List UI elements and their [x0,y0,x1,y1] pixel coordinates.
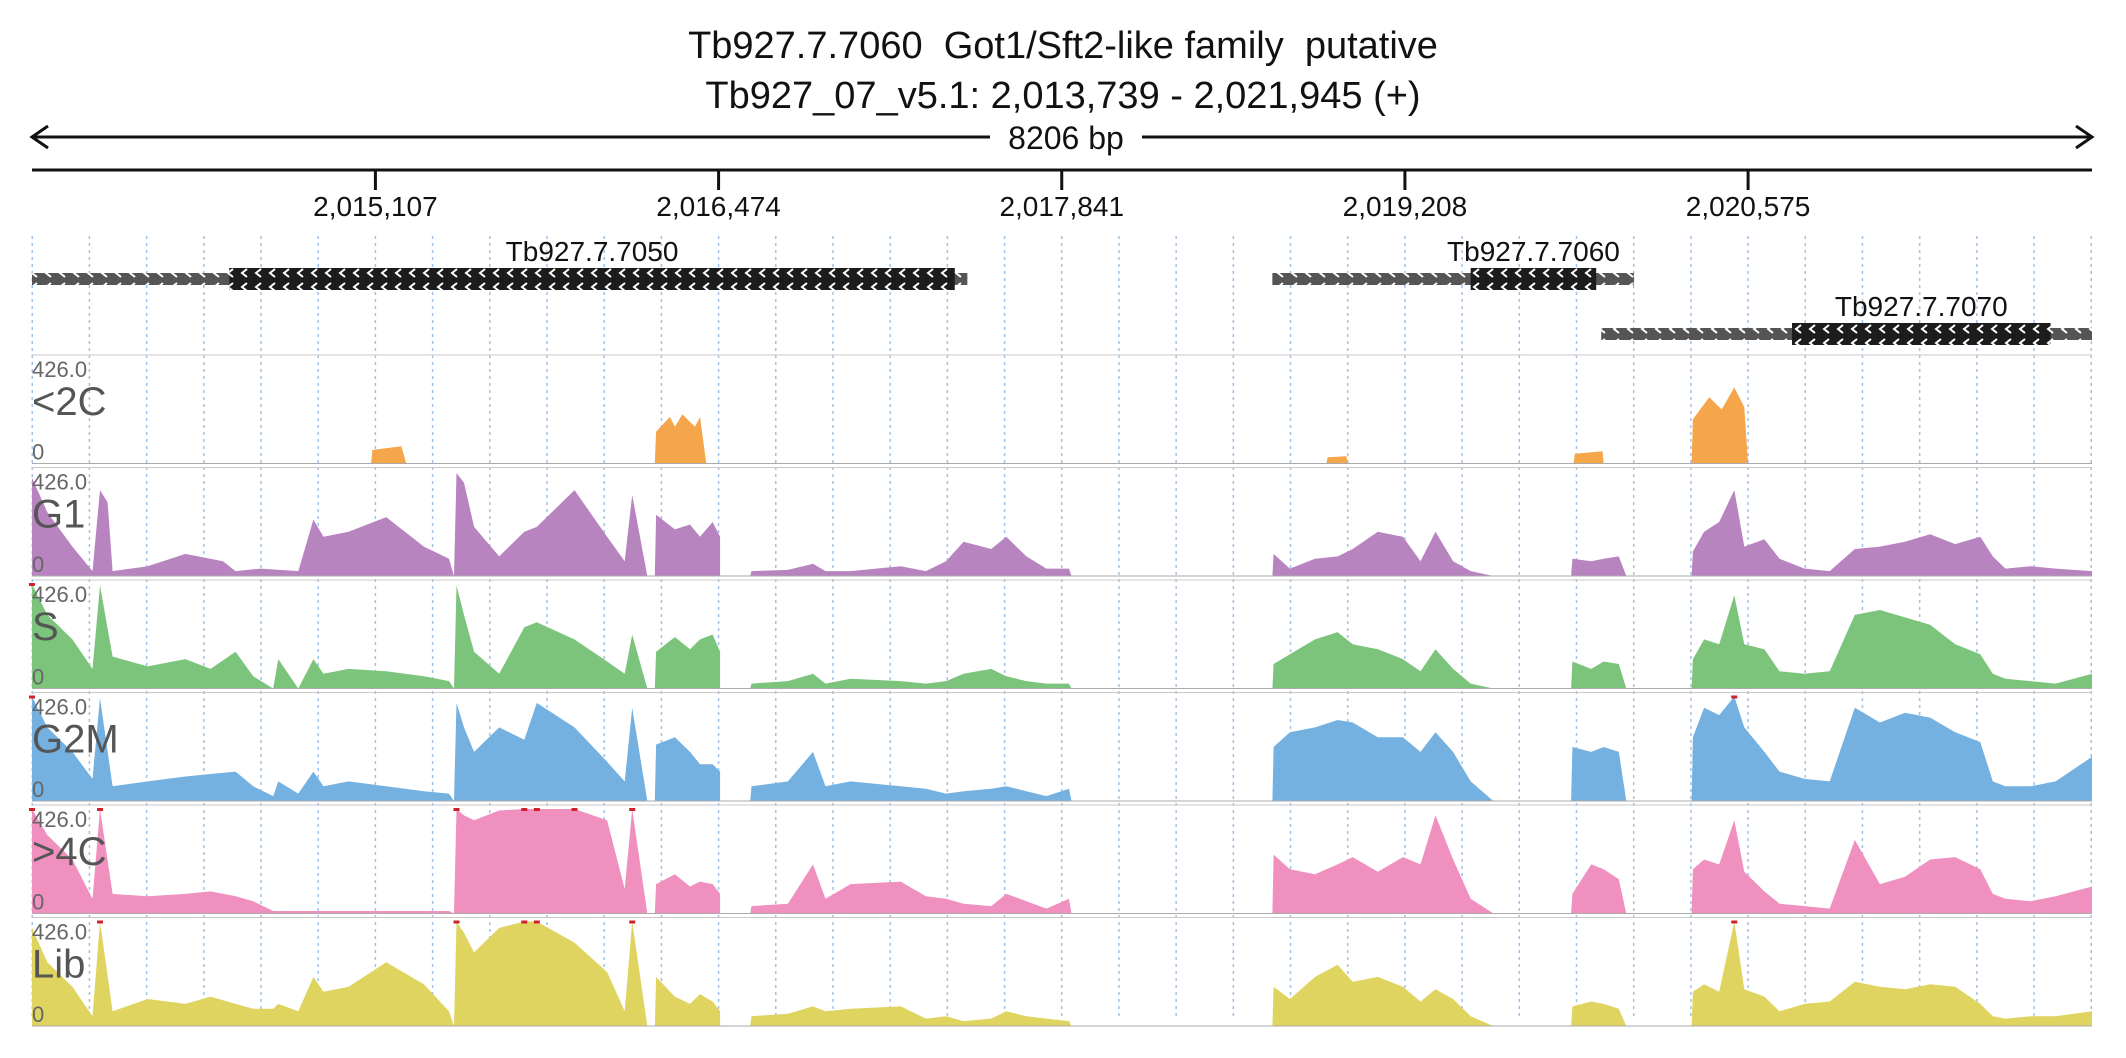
overflow-marker [1731,695,1738,699]
track-min-label: 0 [32,440,44,465]
coverage-area [32,473,2092,576]
gene-label: Tb927.7.7070 [1835,291,2008,322]
axis-tick-label: 2,016,474 [656,191,781,222]
gene-model-Tb927-7-7070[interactable]: Tb927.7.7070 [1601,291,2092,345]
track-max-label: 426.0 [32,695,87,720]
gene-cds-chevrons [1792,323,2051,345]
position-axis: 2,015,107 2,016,474 2,017,841 2,019,208 2,02… [32,168,2092,222]
track-name: G2M [32,718,119,762]
track-min-label: 0 [32,777,44,802]
axis-tick-label: 2,020,575 [1686,191,1811,222]
track-1: 426.0<2C 0 [32,354,2092,465]
track-max-label: 426.0 [32,470,87,495]
track-min-label: 0 [32,552,44,577]
track-name: <2C [32,380,107,424]
track-min-label: 0 [32,665,44,690]
overflow-marker [1731,920,1738,924]
track-5: 426.0>4C 0 [29,804,2092,915]
overflow-marker [521,920,528,924]
overflow-marker [29,695,35,699]
overflow-marker [453,920,460,924]
gene-label: Tb927.7.7060 [1447,236,1620,267]
span-arrow-left-head [29,124,49,150]
track-min-label: 0 [32,890,44,915]
gene-model-Tb927-7-7050[interactable]: Tb927.7.7050 [32,236,968,290]
track-name: S [32,605,59,649]
track-name: >4C [32,830,107,874]
page-title: Tb927.7.7060 Got1/Sft2-like family putat… [688,25,1438,67]
overflow-marker [97,808,104,811]
axis-tick-label: 2,015,107 [313,191,438,222]
coverage-tracks: 426.0<2C0426.0G10426.0S0426.0G2M0426.0>4… [29,354,2092,1027]
gene-cds-chevrons [229,268,955,290]
overflow-marker [629,808,636,811]
overflow-marker [533,920,540,924]
coverage-area [32,584,2092,689]
track-name: Lib [32,943,85,987]
track-name: G1 [32,493,85,537]
axis-tick-label: 2,019,208 [1343,191,1468,222]
span-arrow-right-head [2075,124,2095,150]
span-arrow: 8206 bp [29,120,2095,156]
track-min-label: 0 [32,1002,44,1027]
overflow-marker [533,808,540,811]
page-subtitle: Tb927_07_v5.1: 2,013,739 - 2,021,945 (+) [705,75,1421,117]
gene-cds-chevrons [1470,268,1597,290]
gene-label: Tb927.7.7050 [506,236,679,267]
overflow-marker [29,808,35,811]
overflow-marker [453,808,460,811]
track-max-label: 426.0 [32,807,87,832]
overflow-marker [571,808,578,811]
overflow-marker [97,920,104,924]
coverage-area [32,809,2092,914]
track-3: 426.0S 0 [29,579,2092,690]
overflow-marker [521,808,528,811]
track-2: 426.0G1 0 [32,467,2092,577]
coverage-area [371,387,1749,464]
coverage-area [32,921,2092,1026]
track-max-label: 426.0 [32,357,87,382]
overflow-marker [629,920,636,924]
axis-tick-label: 2,017,841 [999,191,1124,222]
gene-model-Tb927-7-7060[interactable]: Tb927.7.7060 [1272,236,1634,290]
track-max-label: 426.0 [32,920,87,945]
span-length-label: 8206 bp [1008,120,1124,156]
track-max-label: 426.0 [32,582,87,607]
overflow-marker [29,583,35,586]
coverage-area [32,696,2092,801]
gene-models: Tb927.7.7050 Tb927.7.7060 Tb927.7.7070 [32,236,2092,345]
